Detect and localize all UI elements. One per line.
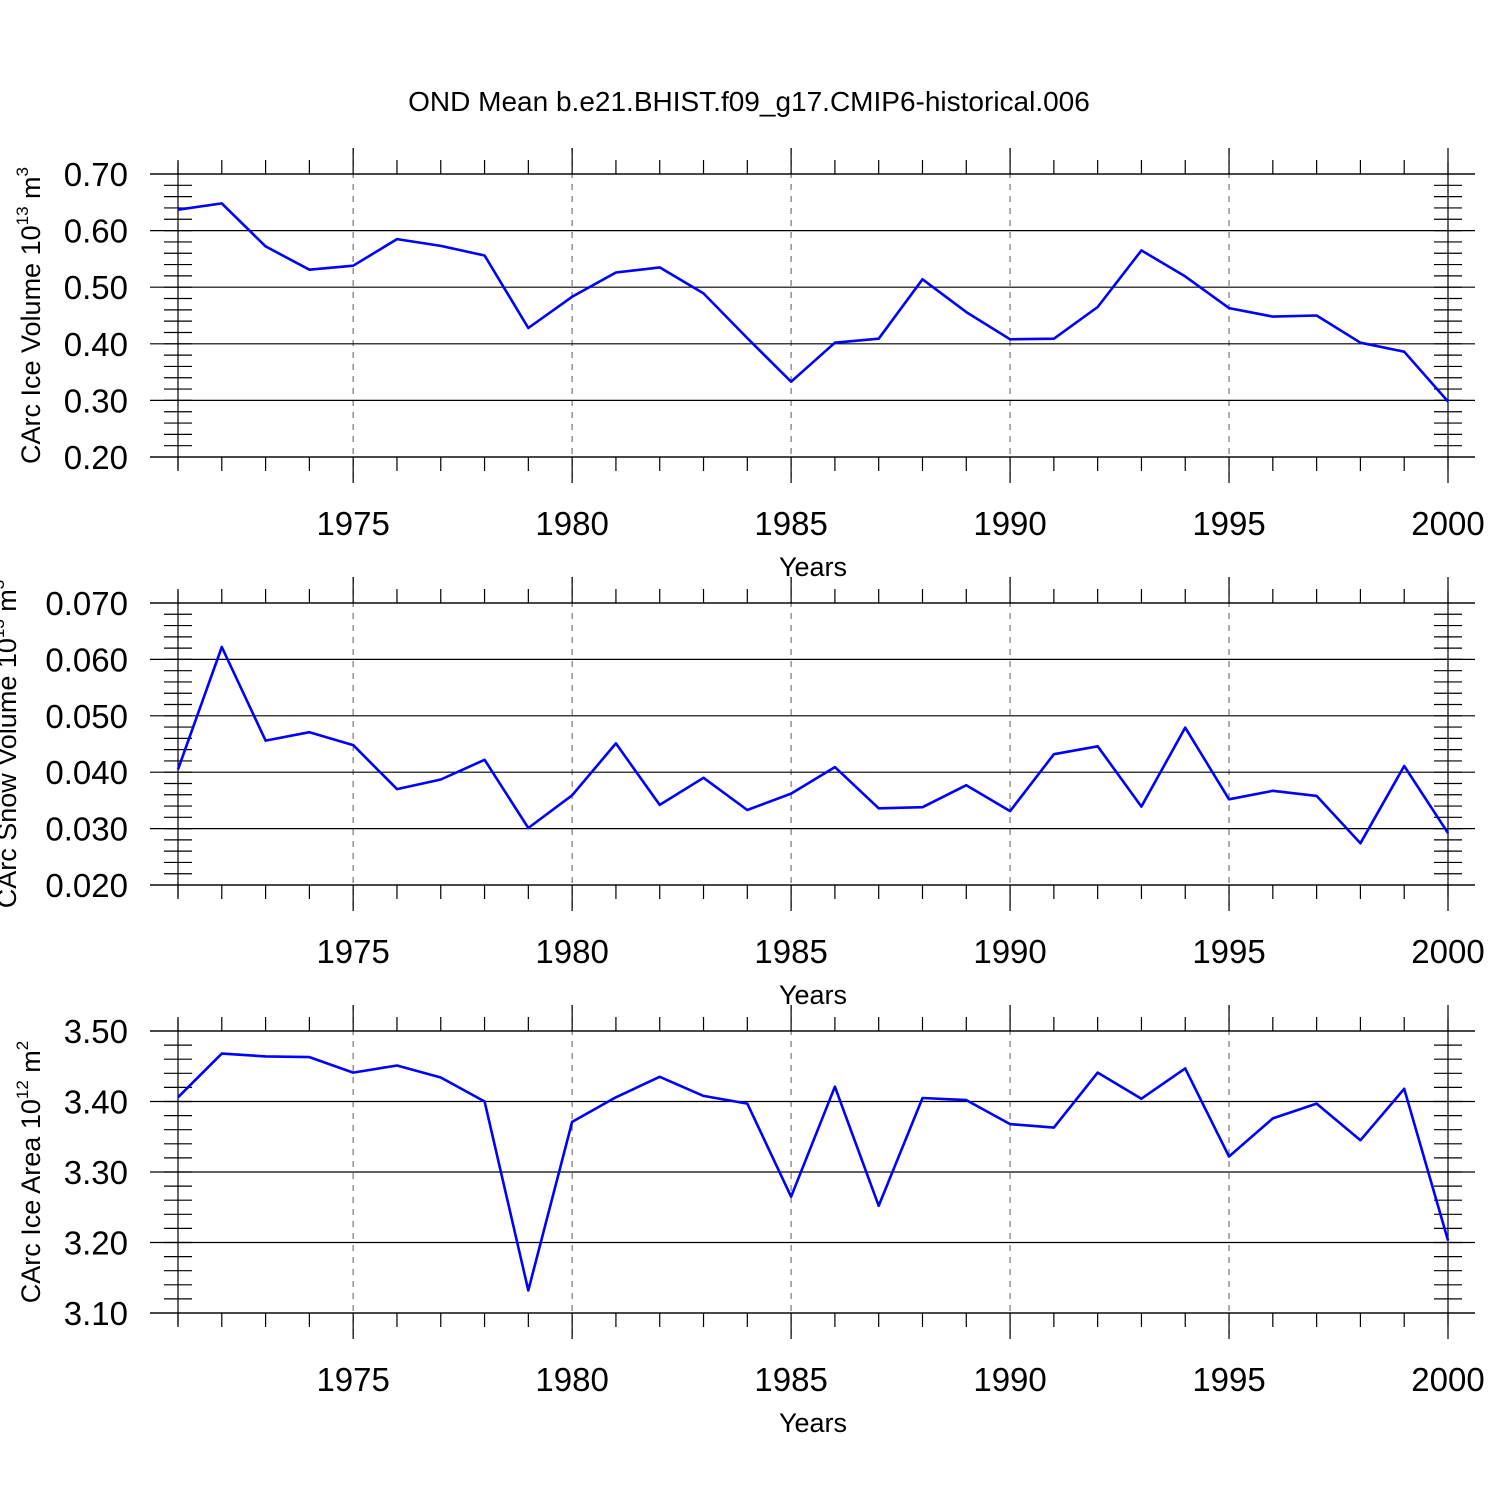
chart-panel-3: 3.10 3.20 3.30 3.40 3.50 1975 1980 1985 1990 1995…	[13, 1005, 1485, 1438]
y-tick-label: 0.30	[64, 382, 128, 419]
y-tick-label: 0.040	[45, 754, 128, 791]
figure-title: OND Mean b.e21.BHIST.f09_g17.CMIP6-histo…	[408, 86, 1090, 117]
x-tick-label: 1980	[535, 1361, 608, 1398]
x-tick-label: 1985	[754, 505, 827, 542]
x-tick-label: 2000	[1411, 933, 1484, 970]
y-tick-label: 0.20	[64, 439, 128, 476]
series-line	[177, 1052, 1450, 1292]
x-tick-label: 1975	[316, 505, 389, 542]
x-tick-label: 1985	[754, 933, 827, 970]
x-tick-label: 1995	[1192, 1361, 1265, 1398]
y-tick-label: 3.20	[64, 1225, 128, 1262]
y-tick-label: 0.020	[45, 867, 128, 904]
x-tick-label: 2000	[1411, 505, 1484, 542]
x-tick-label: 1980	[535, 933, 608, 970]
chart-panel-2: 0.020 0.030 0.040 0.050 0.060 0.070 1975 1980 19…	[0, 577, 1485, 1010]
series-line	[176, 645, 1450, 845]
y-axis-label: CArc Snow Volume 1013 m3	[0, 580, 22, 909]
y-tick-label: 0.50	[64, 269, 128, 306]
x-tick-label: 1990	[973, 1361, 1046, 1398]
x-tick-label: 1990	[973, 933, 1046, 970]
x-tick-label: 1990	[973, 505, 1046, 542]
chart-panel-1: 0.20 0.30 0.40 0.50 0.60 0.70 1975 1980 1985 1990…	[13, 148, 1485, 582]
y-tick-label: 0.030	[45, 811, 128, 848]
x-tick-label: 1975	[316, 1361, 389, 1398]
x-tick-label: 2000	[1411, 1361, 1484, 1398]
x-tick-label: 1980	[535, 505, 608, 542]
series-line	[177, 202, 1449, 403]
y-tick-label: 3.40	[64, 1084, 128, 1121]
x-axis-label: Years	[779, 1408, 847, 1438]
y-tick-label: 3.50	[64, 1013, 128, 1050]
x-tick-label: 1995	[1192, 505, 1265, 542]
x-axis-label: Years	[779, 980, 847, 1010]
y-tick-label: 0.050	[45, 698, 128, 735]
y-axis-label: CArc Ice Area 1012 m2	[13, 1041, 46, 1304]
x-tick-label: 1975	[316, 933, 389, 970]
y-tick-label: 0.060	[45, 641, 128, 678]
x-axis-label: Years	[779, 552, 847, 582]
x-tick-label: 1995	[1192, 933, 1265, 970]
y-tick-label: 0.40	[64, 326, 128, 363]
y-tick-label: 0.60	[64, 213, 128, 250]
x-tick-label: 1985	[754, 1361, 827, 1398]
y-tick-label: 0.70	[64, 156, 128, 193]
y-tick-label: 3.30	[64, 1154, 128, 1191]
y-tick-label: 0.070	[45, 585, 128, 622]
y-tick-label: 3.10	[64, 1295, 128, 1332]
y-axis-label: CArc Ice Volume 1013 m3	[13, 167, 46, 464]
